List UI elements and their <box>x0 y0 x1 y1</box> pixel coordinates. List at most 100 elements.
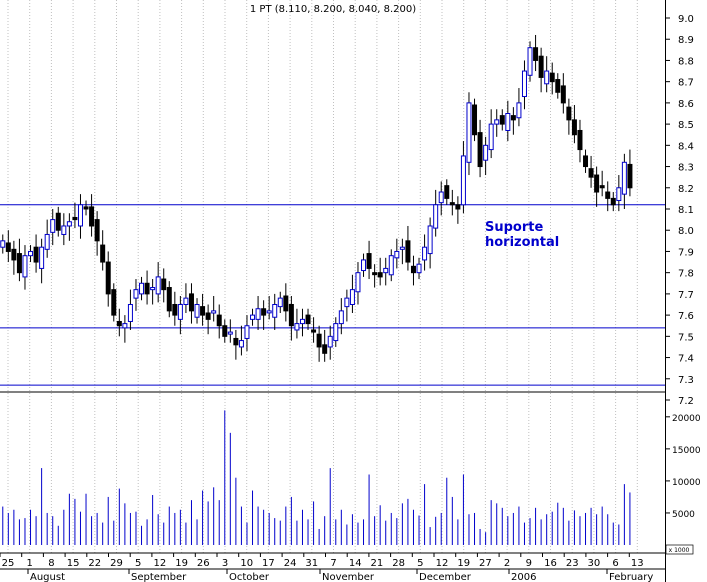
day-label: 12 <box>436 558 449 569</box>
candle-body <box>55 212 61 231</box>
candle-body <box>416 263 422 274</box>
price-tick-label: 7.5 <box>678 332 694 343</box>
candle-body <box>211 310 217 314</box>
candle-body <box>22 255 28 278</box>
candle-body <box>194 304 200 318</box>
price-tick-label: 8.7 <box>678 78 694 89</box>
candle-body <box>172 304 178 316</box>
price-tick-label: 8.8 <box>678 56 694 67</box>
candle-body <box>111 289 117 316</box>
candle-body <box>33 246 39 263</box>
candle-body <box>66 221 72 227</box>
candle-body <box>39 246 45 269</box>
candle-body <box>383 267 389 274</box>
candle-body <box>322 344 328 354</box>
candle-body <box>327 335 333 348</box>
candle-body <box>105 261 111 295</box>
candle-body <box>527 47 533 76</box>
candle-body <box>516 102 522 119</box>
candle-body <box>272 304 278 318</box>
day-label: 25 <box>2 558 15 569</box>
month-label: December <box>419 572 472 582</box>
candle-body <box>305 314 311 325</box>
day-label: 15 <box>67 558 80 569</box>
price-tick-label: 8.3 <box>678 163 694 174</box>
candle-body <box>488 123 494 151</box>
candle-body <box>610 197 616 206</box>
candle-body <box>244 325 250 339</box>
month-label: February <box>609 572 653 582</box>
candle-body <box>266 310 272 314</box>
price-tick-label: 8.9 <box>678 35 694 46</box>
candle-body <box>361 259 367 272</box>
price-tick-label: 7.9 <box>678 247 694 258</box>
candle-body <box>355 272 361 293</box>
volume-unit: x 1000 <box>669 547 690 554</box>
month-label: 2006 <box>511 572 536 582</box>
price-tick-label: 7.2 <box>678 396 694 407</box>
candle-body <box>621 161 627 195</box>
volume-tick-label: 20000 <box>672 414 701 424</box>
candle-body <box>605 191 611 199</box>
day-label: 3 <box>222 558 228 569</box>
candle-body <box>216 314 222 327</box>
annotation-line-2: horizontal <box>485 235 559 250</box>
volume-tick-label: 15000 <box>672 446 701 456</box>
candle-body <box>294 323 300 331</box>
candle-body <box>405 240 411 263</box>
month-label: August <box>30 572 65 582</box>
candle-body <box>238 340 244 348</box>
price-tick-label: 8.6 <box>678 99 694 110</box>
candle-body <box>133 289 139 299</box>
candle-body <box>28 250 34 257</box>
price-tick-label: 7.6 <box>678 311 694 322</box>
day-label: 17 <box>262 558 275 569</box>
candle-body <box>139 282 145 295</box>
candle-body <box>116 320 122 327</box>
candle-body <box>477 132 483 168</box>
day-label: 5 <box>135 558 141 569</box>
price-axis: 9.0 8.9 8.8 8.7 8.6 8.5 8.4 8.3 8.2 8.1 8.0 7.9 7.8 7… <box>665 14 694 407</box>
candle-body <box>255 308 261 320</box>
candle-body <box>250 314 256 320</box>
volume-unit-box <box>665 544 694 555</box>
volume-tick-label: 10000 <box>672 478 701 488</box>
candle-body <box>616 187 622 202</box>
day-label: 9 <box>526 558 532 569</box>
candlesticks <box>0 34 633 362</box>
candle-body <box>161 278 167 291</box>
candle-body <box>627 163 633 189</box>
candle-body <box>72 216 78 221</box>
day-label: 29 <box>110 558 123 569</box>
candle-body <box>83 206 89 210</box>
day-label: 16 <box>544 558 557 569</box>
volume-axis: 20000 15000 10000 5000 <box>665 414 701 520</box>
candle-body <box>288 304 294 327</box>
candle-body <box>100 244 106 263</box>
candle-body <box>205 312 211 320</box>
candle-body <box>122 323 128 329</box>
candle-body <box>555 79 561 93</box>
candle-body <box>505 113 511 131</box>
candle-body <box>372 272 378 276</box>
support-lines <box>0 204 665 386</box>
candle-body <box>349 289 355 305</box>
candle-body <box>577 129 583 151</box>
candle-body <box>560 85 566 104</box>
candle-body <box>94 219 100 242</box>
price-tick-label: 7.3 <box>678 375 694 386</box>
candle-body <box>177 304 183 320</box>
candle-body <box>571 119 577 136</box>
candle-body <box>127 304 133 322</box>
chart-header: 1 PT (8.110, 8.200, 8.040, 8.200) <box>250 4 416 15</box>
day-label: 12 <box>154 558 167 569</box>
price-tick-label: 8.0 <box>678 226 694 237</box>
day-label: 19 <box>457 558 470 569</box>
day-label: 22 <box>88 558 101 569</box>
candle-body <box>44 233 50 250</box>
day-label: 30 <box>588 558 601 569</box>
candle-body <box>566 106 572 121</box>
day-label: 14 <box>349 558 362 569</box>
price-tick-label: 8.1 <box>678 205 694 216</box>
day-label: 5 <box>417 558 423 569</box>
